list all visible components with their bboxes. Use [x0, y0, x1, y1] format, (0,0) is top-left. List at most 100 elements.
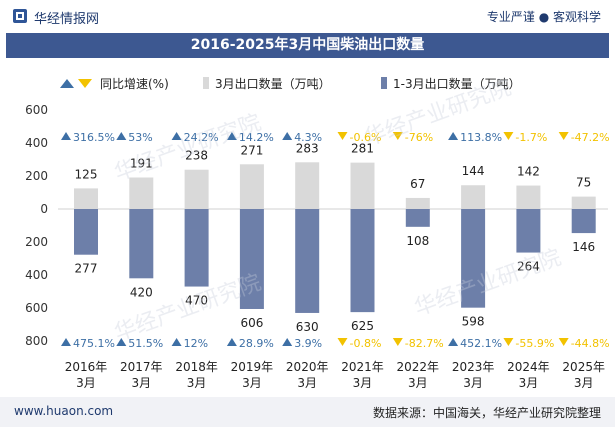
- x-tick-label: 2025年 3月: [562, 360, 605, 390]
- growth-label-cumulative: -0.8%: [350, 337, 382, 350]
- chart: 同比增速(%) 3月出口数量（万吨） 1-3月出口数量（万吨） 600 400 200 0 2…: [25, 76, 610, 390]
- data-source: 数据来源：中国海关，华经产业研究院整理: [372, 406, 601, 420]
- up-arrow-icon: [282, 132, 293, 140]
- up-arrow-icon: [61, 338, 71, 346]
- bar-march: [405, 197, 430, 209]
- bar-cumulative: [405, 209, 430, 227]
- title-bar: 2016-2025年3月中国柴油出口数量: [6, 33, 609, 58]
- growth-label-march: 24.2%: [184, 131, 219, 144]
- up-arrow-icon: [448, 338, 459, 346]
- data-label-cumulative: 606: [240, 316, 263, 330]
- growth-label-march: -0.6%: [350, 131, 382, 144]
- legend-down-icon: [78, 79, 92, 88]
- data-label-march: 67: [410, 177, 425, 191]
- growth-label-cumulative: -82.7%: [405, 337, 444, 350]
- growth-label-march: 113.8%: [460, 131, 502, 144]
- x-tick-label: 2017年 3月: [120, 360, 163, 390]
- growth-label-cumulative: 475.1%: [73, 337, 115, 350]
- up-arrow-icon: [171, 132, 182, 140]
- growth-label-march: 14.2%: [239, 131, 274, 144]
- bar-cumulative: [239, 209, 264, 309]
- growth-label-march: 316.5%: [73, 131, 115, 144]
- growth-label-cumulative: -55.9%: [515, 337, 554, 350]
- down-arrow-icon: [558, 132, 569, 140]
- growth-label-march: -1.7%: [515, 131, 547, 144]
- data-label-cumulative: 420: [130, 285, 153, 299]
- data-label-march: 281: [351, 142, 374, 156]
- bar-march: [516, 185, 541, 209]
- x-tick-label: 2024年 3月: [507, 360, 550, 390]
- down-arrow-icon: [503, 338, 514, 346]
- bar-march: [295, 162, 320, 209]
- up-arrow-icon: [226, 338, 237, 346]
- data-label-march: 191: [130, 156, 153, 170]
- data-label-march: 125: [75, 167, 98, 181]
- y-tick-label: 200: [25, 169, 48, 183]
- bar-cumulative: [350, 209, 375, 313]
- legend-label-march: 3月出口数量（万吨）: [215, 76, 331, 91]
- legend-swatch-march: [203, 77, 209, 89]
- growth-label-march: -76%: [405, 131, 433, 144]
- footer: www.huaon.com 数据来源：中国海关，华经产业研究院整理: [0, 397, 615, 427]
- bar-cumulative: [461, 209, 486, 308]
- bar-march: [461, 185, 486, 209]
- bar-cumulative: [74, 209, 98, 255]
- down-arrow-icon: [392, 338, 403, 346]
- data-label-march: 238: [185, 149, 208, 163]
- y-tick-label: 400: [25, 268, 48, 282]
- legend-label-growth: 同比增速(%): [100, 77, 169, 91]
- data-label-march: 75: [576, 176, 591, 190]
- up-arrow-icon: [282, 338, 293, 346]
- up-arrow-icon: [116, 132, 127, 140]
- data-label-cumulative: 630: [296, 320, 319, 334]
- bar-cumulative: [571, 209, 596, 234]
- up-arrow-icon: [171, 338, 182, 346]
- up-arrow-icon: [226, 132, 237, 140]
- bar-march: [350, 162, 375, 209]
- site-url: www.huaon.com: [14, 404, 114, 418]
- legend-label-cumulative: 1-3月出口数量（万吨）: [393, 76, 521, 91]
- bar-march: [129, 177, 154, 209]
- down-arrow-icon: [337, 338, 348, 346]
- down-arrow-icon: [392, 132, 403, 140]
- y-tick-label: 800: [25, 334, 48, 348]
- x-tick-label: 2016年 3月: [65, 360, 108, 390]
- chart-title: 2016-2025年3月中国柴油出口数量: [190, 37, 425, 53]
- data-label-cumulative: 470: [185, 294, 208, 308]
- data-label-cumulative: 598: [462, 315, 485, 329]
- bar-cumulative: [184, 209, 209, 287]
- data-label-march: 271: [240, 143, 263, 157]
- data-label-cumulative: 108: [406, 234, 429, 248]
- bar-cumulative: [129, 209, 154, 279]
- growth-label-cumulative: 12%: [184, 337, 208, 350]
- y-tick-label: 400: [25, 136, 48, 150]
- data-label-march: 142: [517, 165, 540, 179]
- growth-label-cumulative: 28.9%: [239, 337, 274, 350]
- down-arrow-icon: [503, 132, 514, 140]
- data-label-march: 144: [462, 164, 485, 178]
- x-tick-label: 2018年 3月: [175, 360, 218, 390]
- legend-swatch-cumulative: [381, 77, 387, 89]
- x-tick-label: 2020年 3月: [286, 360, 329, 390]
- bar-march: [239, 164, 264, 209]
- growth-label-march: 53%: [128, 131, 152, 144]
- data-label-cumulative: 146: [572, 240, 595, 254]
- data-label-cumulative: 264: [517, 260, 540, 274]
- y-tick-label: 200: [25, 235, 48, 249]
- up-arrow-icon: [116, 338, 127, 346]
- data-label-march: 283: [296, 141, 319, 155]
- x-tick-label: 2019年 3月: [231, 360, 274, 390]
- bar-march: [74, 188, 98, 209]
- growth-label-cumulative: 51.5%: [128, 337, 163, 350]
- legend-up-icon: [60, 79, 74, 88]
- growth-label-cumulative: -44.8%: [571, 337, 610, 350]
- bar-march: [571, 196, 596, 209]
- data-label-cumulative: 277: [75, 262, 98, 276]
- bar-cumulative: [516, 209, 541, 253]
- x-tick-label: 2022年 3月: [397, 360, 440, 390]
- top-bar: 华经情报网 专业严谨 ● 客观科学: [0, 0, 615, 33]
- x-tick-label: 2021年 3月: [341, 360, 384, 390]
- data-label-cumulative: 625: [351, 319, 374, 333]
- up-arrow-icon: [61, 132, 71, 140]
- growth-label-cumulative: 452.1%: [460, 337, 502, 350]
